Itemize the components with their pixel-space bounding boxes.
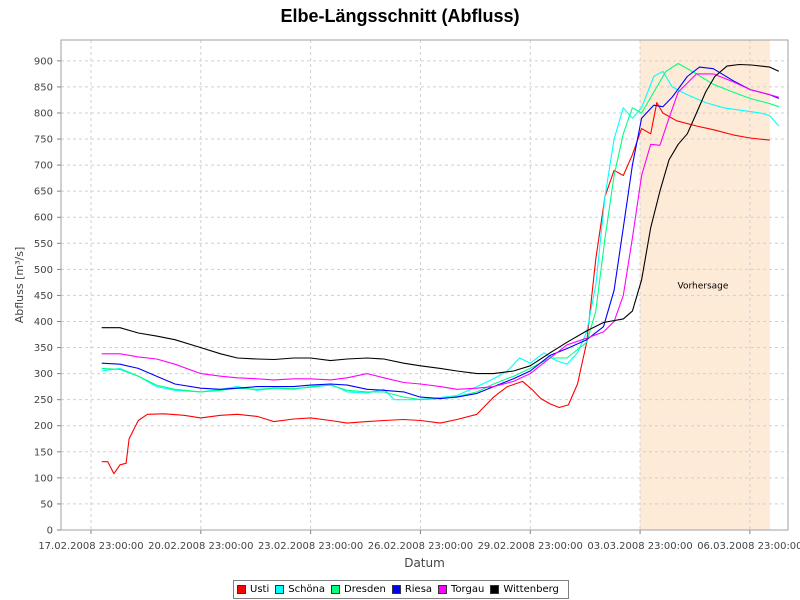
grid: 0 50 100 150 200 250 300 350 400 450 500 550 600 650 7… [34,40,800,552]
legend-item: Wittenberg [490,584,559,595]
x-tick-label: 23.02.2008 23:00:00 [258,541,363,552]
y-tick-label: 400 [34,317,53,328]
legend-label: Riesa [404,584,433,595]
series-line-torgau [101,73,779,390]
y-tick-label: 250 [34,395,53,406]
forecast-label: Vorhersage [678,282,729,292]
legend-item: Dresden [331,584,386,595]
legend-label: Torgau [451,584,485,595]
forecast-band [640,40,770,530]
series-line-usti [101,102,770,475]
y-tick-label: 900 [34,56,53,67]
legend-swatch [275,585,285,594]
x-tick-label: 29.02.2008 23:00:00 [478,541,583,552]
series-line-wittenberg [101,63,780,375]
legend-label: Usti [250,584,270,595]
x-tick-label: 06.03.2008 23:00:00 [697,541,800,552]
y-tick-label: 750 [34,135,53,146]
y-tick-label: 50 [40,499,53,510]
chart-legend: Usti Schöna Dresden Riesa Torgau Wittenberg [233,580,569,599]
plot-border [60,39,789,531]
legend-swatch [391,585,401,594]
y-tick-label: 700 [34,161,53,172]
y-axis-label: Abfluss [m³/s] [13,247,26,324]
x-tick-label: 20.02.2008 23:00:00 [148,541,253,552]
series-line-riesa [101,66,780,400]
y-tick-label: 0 [47,526,53,537]
x-tick-label: 17.02.2008 23:00:00 [38,541,143,552]
legend-swatch [438,585,448,594]
y-tick-label: 350 [34,343,53,354]
legend-item: Torgau [438,584,484,595]
legend-item: Riesa [391,584,433,595]
x-tick-label: 26.02.2008 23:00:00 [368,541,473,552]
y-tick-label: 550 [34,239,53,250]
legend-item: Schöna [275,584,325,595]
legend-label: Dresden [344,584,386,595]
y-tick-label: 600 [34,213,53,224]
chart-title: Elbe-Längsschnitt (Abfluss) [280,6,520,26]
legend-label: Schöna [288,584,326,595]
legend-swatch [490,585,500,594]
legend-swatch [237,585,246,594]
y-tick-label: 650 [34,187,53,198]
y-tick-label: 450 [34,291,53,302]
y-tick-label: 200 [34,421,53,432]
x-tick-label: 03.03.2008 23:00:00 [587,541,692,552]
y-tick-label: 800 [34,108,53,119]
legend-item: Usti [237,584,269,595]
y-tick-label: 850 [34,82,53,93]
x-axis-label: Datum [404,556,445,570]
legend-label: Wittenberg [503,584,559,595]
y-tick-label: 150 [34,447,53,458]
legend-swatch [331,585,341,594]
y-tick-label: 300 [34,369,53,380]
y-tick-label: 100 [34,473,53,484]
y-tick-label: 500 [34,265,53,276]
